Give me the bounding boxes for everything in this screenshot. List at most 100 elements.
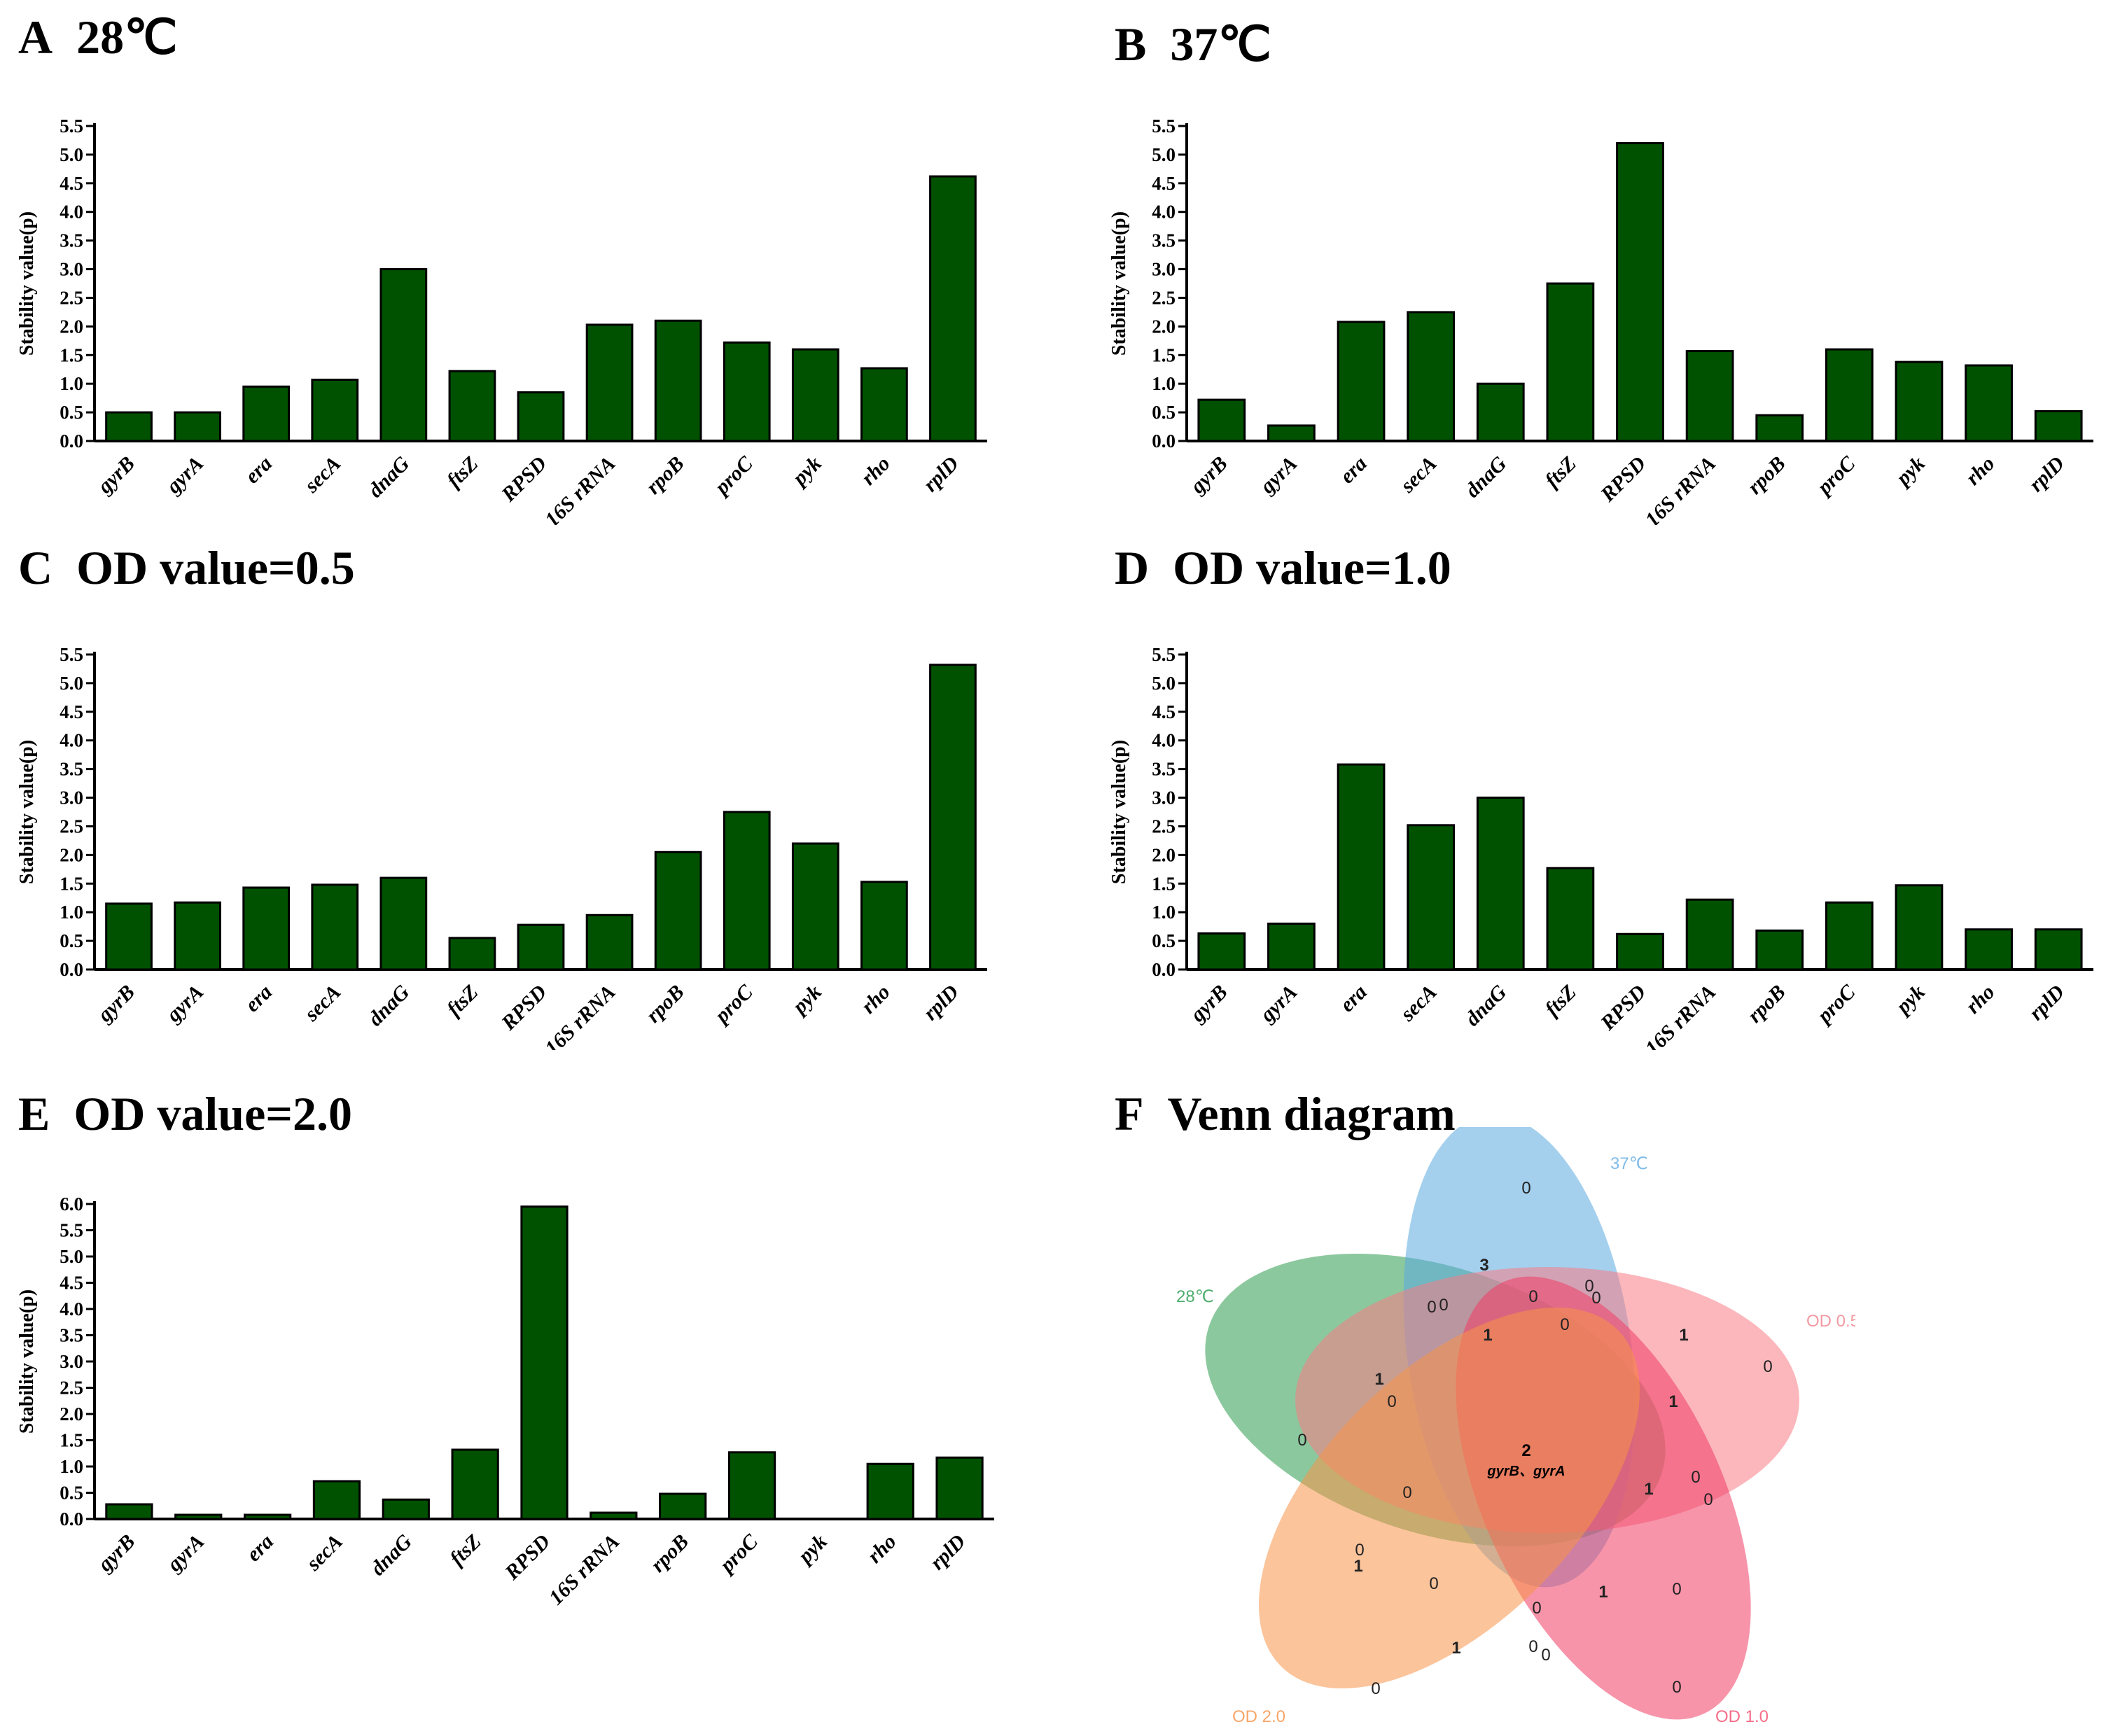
x-tick-label: 16S rRNA [545, 1530, 625, 1610]
bar-rho [1965, 364, 2013, 442]
bar-gyrb [105, 1503, 153, 1520]
panel-a-title: A 28℃ [18, 10, 177, 65]
x-tick-label: ftsZ [445, 1530, 486, 1571]
y-tick-label: 0.0 [60, 959, 83, 980]
venn-region-count: 0 [1541, 1646, 1550, 1665]
x-tick-label: pyk [787, 452, 826, 491]
y-tick-label: 2.0 [60, 316, 83, 337]
venn-region-count: 0 [1560, 1315, 1569, 1334]
y-tick-label: 0.5 [1152, 930, 1176, 951]
x-tick-label: pyk [1890, 452, 1930, 491]
panel-b-letter: B [1115, 18, 1147, 71]
y-tick-label: 1.0 [60, 902, 83, 923]
y-tick-label: 1.5 [60, 1430, 83, 1451]
x-tick-label: RPSD [496, 981, 551, 1035]
panel-d-letter: D [1115, 541, 1150, 594]
venn-region-count: 0 [1439, 1296, 1448, 1315]
venn-region-count: 0 [1371, 1679, 1380, 1698]
bar-proc [723, 811, 771, 971]
y-tick-label: 0.0 [60, 1508, 83, 1530]
bar-era [242, 385, 291, 442]
panel-b-title: B 37℃ [1115, 17, 1271, 72]
y-tick-label: 5.0 [60, 1246, 83, 1267]
x-tick-label: era [1335, 981, 1372, 1017]
y-tick-label: 5.0 [60, 673, 83, 694]
y-tick-label: 2.0 [1152, 844, 1176, 865]
bar-16s-rrna [1685, 898, 1734, 971]
x-tick-label: ftsZ [1540, 452, 1581, 493]
bar-rpld [2034, 410, 2083, 442]
bar-rpob [1755, 414, 1804, 442]
y-tick-label: 3.0 [1152, 259, 1176, 280]
bar-rpld [2034, 928, 2083, 971]
bar-rpld [929, 175, 977, 442]
bar-proc [727, 1451, 776, 1520]
y-tick-label: 2.0 [60, 1404, 83, 1424]
x-tick-label: 16S rRNA [1641, 452, 1721, 525]
bar-gyrb [105, 411, 153, 442]
y-tick-label: 0.5 [60, 1483, 83, 1504]
y-tick-label: 4.0 [1152, 730, 1176, 751]
bar-proc [1825, 901, 1874, 971]
chart-d-od-1-0: 0.0 0.5 1.0 1.5 2.0 2.5 3.0 3.5 4.0 4.5 5.0 5.5 Stab… [1108, 644, 2093, 1050]
bar-era [1337, 321, 1386, 442]
x-tick-label: rho [863, 1530, 901, 1568]
y-tick-label: 2.5 [60, 1378, 83, 1399]
venn-region-count: 1 [1451, 1639, 1460, 1658]
x-tick-label: gyrB [93, 452, 139, 498]
venn-region-count: 1 [1598, 1583, 1608, 1602]
y-tick-label: 1.0 [1152, 902, 1176, 923]
y-tick-label: 0.5 [60, 930, 83, 951]
x-tick-label: gyrB [93, 1530, 139, 1576]
bar-gyrb [1197, 932, 1246, 971]
bar-rpsd [520, 1205, 569, 1520]
bar-16s-rrna [585, 913, 634, 971]
y-tick-label: 5.5 [1152, 115, 1176, 136]
venn-region-count: 1 [1668, 1392, 1678, 1411]
venn-region-count: 0 [1532, 1599, 1541, 1618]
venn-ellipses [1205, 1127, 1799, 1720]
y-tick-label: 3.0 [60, 788, 83, 808]
y-tick-label: 2.5 [1152, 816, 1176, 836]
bar-rpob [659, 1492, 707, 1520]
panel-c-letter: C [18, 541, 53, 594]
y-tick-label: 4.0 [1152, 202, 1176, 223]
x-tick-label: ftsZ [442, 981, 483, 1021]
bar-rho [866, 1462, 914, 1520]
bar-rpob [654, 850, 702, 971]
venn-center-genes: gyrB、gyrA [1486, 1464, 1565, 1479]
y-tick-label: 0.0 [60, 430, 83, 451]
x-tick-label: RPSD [496, 452, 551, 507]
x-tick-label: 16S rRNA [1641, 981, 1721, 1050]
venn-region-count: 1 [1679, 1326, 1688, 1345]
venn-region-count: 0 [1672, 1580, 1681, 1599]
x-tick-label: rplD [926, 1530, 970, 1574]
y-tick-label: 5.0 [60, 144, 83, 165]
bar-era [242, 886, 291, 971]
panel-f-title-text: Venn diagram [1167, 1087, 1456, 1140]
x-tick-label: secA [1395, 452, 1441, 498]
y-tick-label: 2.0 [60, 844, 83, 865]
venn-region-count: 0 [1521, 1179, 1530, 1198]
bar-seca [312, 1480, 361, 1520]
y-tick-label: 5.0 [1152, 144, 1176, 165]
panel-e-title-text: OD value=2.0 [74, 1087, 352, 1140]
y-tick-label: 2.5 [60, 816, 83, 836]
y-tick-label: 3.5 [60, 759, 83, 780]
x-tick-label: era [1335, 452, 1372, 489]
x-tick-label: secA [300, 452, 345, 498]
bar-pyk [791, 842, 839, 971]
x-tick-label: rho [1962, 452, 2000, 490]
venn-center-count: 2 [1521, 1441, 1530, 1460]
panel-c-title: C OD value=0.5 [18, 540, 355, 596]
y-tick-label: 1.0 [60, 373, 83, 394]
bar-rpld [935, 1456, 984, 1520]
bar-dnag [379, 876, 428, 971]
x-tick-label: rpoB [646, 1530, 693, 1577]
x-tick-label: proC [714, 1530, 763, 1578]
venn-region-count: 0 [1528, 1287, 1537, 1306]
x-tick-label: proC [709, 451, 758, 500]
bar-gyra [174, 1513, 223, 1520]
x-tick-label: rpoB [642, 981, 689, 1028]
x-tick-label: gyrB [1185, 981, 1232, 1027]
